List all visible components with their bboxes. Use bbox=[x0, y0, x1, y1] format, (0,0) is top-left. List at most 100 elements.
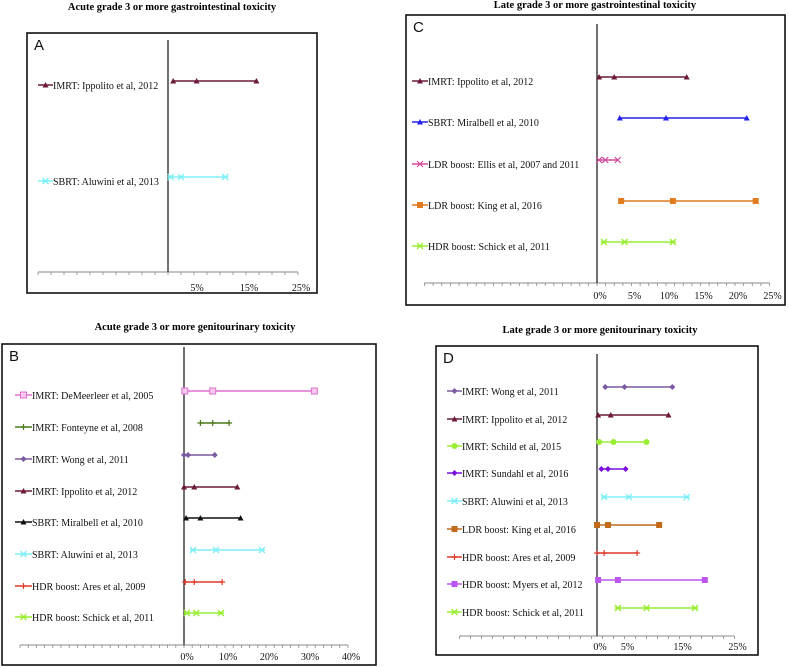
panel-title: Acute grade 3 or more genitourinary toxi… bbox=[95, 322, 297, 333]
lower-bound-marker bbox=[618, 198, 625, 204]
upper-bound-marker bbox=[258, 546, 266, 554]
legend-label: IMRT: Ippolito et al, 2012 bbox=[32, 487, 137, 498]
legend-entry: HDR boost: Schick et al, 2011 bbox=[15, 613, 154, 624]
series-row: SBRT: Aluwini et al, 2013 bbox=[15, 546, 266, 561]
upper-bound-marker bbox=[643, 439, 650, 445]
legend-entry: HDR boost: Schick et al, 2011 bbox=[412, 242, 550, 253]
series-row: SBRT: Aluwini et al, 2013 bbox=[38, 173, 229, 188]
legend-label: IMRT: Fonteyne et al, 2008 bbox=[32, 423, 143, 434]
series-row: SBRT: Miralbell et al, 2010 bbox=[412, 115, 750, 129]
point-estimate-marker bbox=[212, 546, 220, 554]
series-row: IMRT: Wong et al, 2011 bbox=[447, 384, 676, 398]
series-row: HDR boost: Ares et al, 2009 bbox=[15, 579, 226, 593]
upper-bound-marker bbox=[614, 156, 622, 164]
series-row: HDR boost: Myers et al, 2012 bbox=[447, 577, 708, 591]
square-marker bbox=[417, 202, 423, 208]
lower-bound-marker bbox=[616, 115, 623, 121]
upper-bound-marker bbox=[701, 577, 708, 583]
triangle-marker bbox=[20, 519, 27, 525]
legend-entry: LDR boost: King et al, 2016 bbox=[447, 525, 576, 536]
legend-entry: IMRT: Schild et al, 2015 bbox=[447, 442, 561, 453]
lower-bound-marker bbox=[170, 78, 177, 84]
x-tick-label: 0% bbox=[593, 642, 606, 653]
lower-bound-marker bbox=[183, 515, 190, 521]
upper-bound-marker bbox=[683, 493, 691, 501]
point-estimate-marker bbox=[663, 115, 669, 121]
legend-label: SBRT: Aluwini et al, 2013 bbox=[32, 550, 138, 561]
series-row: IMRT: Fonteyne et al, 2008 bbox=[15, 420, 233, 434]
upper-bound-marker bbox=[219, 579, 226, 585]
point-estimate-marker bbox=[191, 484, 198, 490]
series-row: IMRT: Sundahl et al, 2016 bbox=[447, 466, 629, 480]
point-estimate-marker bbox=[605, 466, 611, 472]
lower-bound-marker bbox=[189, 546, 197, 554]
legend-entry: IMRT: Ippolito et al, 2012 bbox=[15, 487, 137, 498]
legend-entry: HDR boost: Ares et al, 2009 bbox=[15, 582, 145, 593]
lower-bound-marker bbox=[594, 550, 600, 556]
legend-entry: SBRT: Miralbell et al, 2010 bbox=[412, 118, 539, 129]
legend-entry: SBRT: Aluwini et al, 2013 bbox=[447, 497, 568, 508]
upper-bound-marker bbox=[310, 387, 318, 395]
lower-bound-marker bbox=[181, 387, 189, 395]
lower-bound-marker bbox=[595, 577, 602, 583]
square-marker bbox=[451, 526, 458, 532]
legend-entry: SBRT: Aluwini et al, 2013 bbox=[38, 177, 159, 188]
legend-entry: IMRT: Wong et al, 2011 bbox=[15, 455, 129, 466]
lower-bound-marker bbox=[600, 493, 608, 501]
upper-bound-marker bbox=[217, 609, 225, 617]
legend-label: HDR boost: Myers et al, 2012 bbox=[462, 580, 583, 591]
point-estimate-marker bbox=[610, 439, 617, 445]
series-row: IMRT: Ippolito et al, 2012 bbox=[38, 78, 260, 92]
series-row: SBRT: Miralbell et al, 2010 bbox=[15, 515, 244, 529]
upper-bound-marker bbox=[683, 74, 690, 80]
point-estimate-marker bbox=[193, 78, 200, 84]
legend-label: LDR boost: King et al, 2016 bbox=[428, 201, 542, 212]
legend-entry: SBRT: Miralbell et al, 2010 bbox=[15, 518, 143, 529]
x-axis: 0% 5% 15% 25% bbox=[459, 635, 747, 653]
legend-entry: IMRT: Ippolito et al, 2012 bbox=[447, 415, 567, 426]
panel-letter: B bbox=[9, 348, 19, 365]
plus-marker bbox=[451, 554, 458, 560]
lower-bound-marker bbox=[197, 420, 204, 426]
square-marker bbox=[20, 391, 27, 399]
upper-bound-marker bbox=[665, 412, 672, 418]
x-tick-label: 20% bbox=[729, 291, 747, 302]
panel-title: Late grade 3 or more gastrointestinal to… bbox=[494, 0, 697, 11]
lower-bound-marker bbox=[181, 484, 187, 490]
panel-a: Acute grade 3 or more gastrointestinal t… bbox=[26, 2, 318, 294]
x-tick-label: 25% bbox=[728, 642, 746, 653]
series-row: IMRT: Ippolito et al, 2012 bbox=[447, 412, 672, 426]
lower-bound-marker bbox=[167, 173, 175, 181]
legend-label: LDR boost: King et al, 2016 bbox=[462, 525, 576, 536]
diamond-marker bbox=[451, 470, 458, 476]
legend-label: HDR boost: Schick et al, 2011 bbox=[32, 613, 154, 624]
legend-label: HDR boost: Schick et al, 2011 bbox=[462, 608, 584, 619]
x-tick-label: 0% bbox=[593, 291, 606, 302]
legend-entry: HDR boost: Ares et al, 2009 bbox=[447, 553, 575, 564]
x-tick-label: 10% bbox=[660, 291, 678, 302]
panel-title: Acute grade 3 or more gastrointestinal t… bbox=[68, 2, 277, 13]
upper-bound-marker bbox=[237, 515, 244, 521]
lower-bound-marker bbox=[598, 466, 605, 472]
lower-bound-marker bbox=[596, 439, 603, 445]
legend-label: SBRT: Aluwini et al, 2013 bbox=[53, 177, 159, 188]
point-estimate-marker bbox=[605, 522, 611, 528]
lower-bound-marker bbox=[596, 74, 603, 80]
legend-label: IMRT: Wong et al, 2011 bbox=[462, 387, 559, 398]
plus-marker bbox=[20, 583, 27, 589]
legend-label: SBRT: Miralbell et al, 2010 bbox=[32, 518, 143, 529]
upper-bound-marker bbox=[669, 238, 677, 246]
legend-label: IMRT: Ippolito et al, 2012 bbox=[53, 81, 158, 92]
legend-entry: IMRT: DeMeerleer et al, 2005 bbox=[15, 391, 153, 402]
panel-frame bbox=[26, 32, 318, 294]
lower-bound-marker bbox=[181, 452, 187, 458]
x-tick-label: 0% bbox=[180, 652, 193, 663]
asterisk-marker bbox=[42, 177, 49, 185]
x-axis: 0% 5% 10% 15% 20% 25% bbox=[424, 282, 782, 302]
legend-entry: IMRT: Ippolito et al, 2012 bbox=[412, 77, 533, 88]
legend-entry: LDR boost: King et al, 2016 bbox=[412, 201, 542, 212]
legend-label: IMRT: Ippolito et al, 2012 bbox=[428, 77, 533, 88]
point-estimate-marker bbox=[643, 604, 650, 612]
